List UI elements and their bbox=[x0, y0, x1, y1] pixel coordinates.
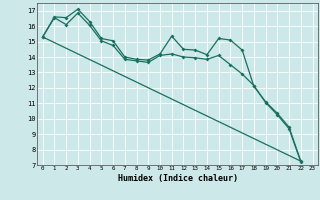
X-axis label: Humidex (Indice chaleur): Humidex (Indice chaleur) bbox=[118, 174, 237, 183]
